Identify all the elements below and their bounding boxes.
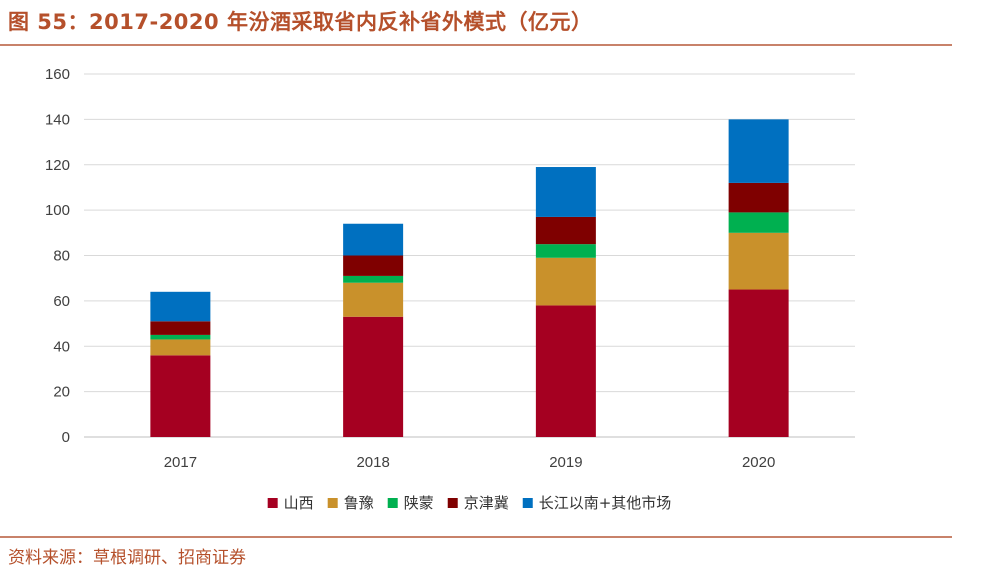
legend-label: 京津冀 (464, 494, 509, 512)
bar-segment (728, 182, 789, 213)
bar-segment (343, 255, 404, 276)
y-tick-label: 100 (45, 202, 70, 219)
bar-segment (150, 321, 211, 335)
legend-item: 山西 (267, 494, 314, 512)
title-divider (0, 44, 952, 46)
gridlines (84, 73, 855, 438)
legend-label: 陕蒙 (404, 494, 434, 512)
bars (150, 119, 789, 437)
y-tick-label: 60 (53, 293, 70, 310)
bar-segment (343, 275, 404, 283)
y-axis-ticks: 0 20 40 60 80 100 120 140 160 (45, 66, 70, 446)
x-tick-label: 2019 (549, 454, 582, 471)
x-tick-label: 2017 (164, 454, 197, 471)
bar-segment (535, 167, 596, 217)
y-tick-label: 20 (53, 384, 70, 401)
bar-segment (728, 212, 789, 233)
legend-label: 鲁豫 (344, 494, 374, 512)
chart-title: 图 55：2017-2020 年汾酒采取省内反补省外模式（亿元） (8, 10, 593, 34)
x-tick-label: 2020 (742, 454, 775, 471)
stacked-bar-chart: 0 20 40 60 80 100 120 140 160 2017 2018 2019 2020 山… (45, 66, 855, 512)
legend-swatch (447, 498, 458, 508)
bar-segment (343, 223, 404, 256)
legend-swatch (267, 498, 278, 508)
y-tick-label: 80 (53, 248, 70, 265)
source-note: 资料来源：草根调研、招商证券 (8, 548, 246, 568)
x-tick-label: 2018 (356, 454, 389, 471)
legend: 山西 鲁豫 陕蒙 京津冀 长江以南+其他市场 (267, 494, 672, 512)
x-axis-ticks: 2017 2018 2019 2020 (164, 454, 776, 471)
legend-item: 鲁豫 (327, 494, 374, 512)
bar-segment (535, 257, 596, 306)
bar-segment (535, 305, 596, 437)
legend-item: 京津冀 (447, 494, 509, 512)
y-tick-label: 120 (45, 157, 70, 174)
bar-segment (150, 339, 211, 356)
bar-segment (150, 291, 211, 322)
y-tick-label: 140 (45, 111, 70, 128)
bar-segment (535, 244, 596, 258)
legend-label: 山西 (284, 494, 314, 512)
y-tick-label: 160 (45, 66, 70, 83)
y-tick-label: 40 (53, 338, 70, 355)
bar-segment (728, 119, 789, 183)
legend-swatch (387, 498, 398, 508)
bar-segment (728, 289, 789, 437)
bar-segment (343, 316, 404, 437)
legend-swatch (522, 498, 533, 508)
legend-item: 陕蒙 (387, 494, 434, 512)
bar-segment (343, 282, 404, 317)
bar-segment (150, 355, 211, 437)
legend-label: 长江以南+其他市场 (539, 494, 672, 512)
bar-segment (728, 232, 789, 290)
y-tick-label: 0 (62, 429, 70, 446)
bar-segment (150, 334, 211, 340)
legend-item: 长江以南+其他市场 (522, 494, 672, 512)
legend-swatch (327, 498, 338, 508)
source-divider (0, 536, 952, 538)
bar-segment (535, 216, 596, 245)
